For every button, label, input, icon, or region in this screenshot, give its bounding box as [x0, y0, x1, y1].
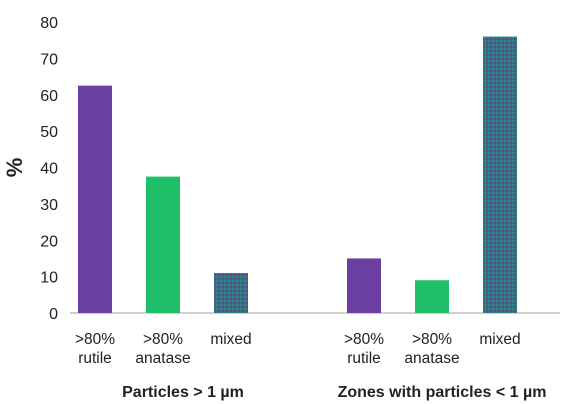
- y-tick-label-60: 60: [40, 88, 58, 105]
- y-tick-label-30: 30: [40, 197, 58, 214]
- y-tick-label-20: 20: [40, 233, 58, 250]
- y-tick-label-0: 0: [49, 306, 58, 323]
- bar-2-1: [347, 258, 381, 313]
- category-label-1-1-line1: >80%: [75, 331, 115, 348]
- axes: % 0 10 20 30 40 50 60 70 80: [2, 15, 560, 323]
- y-tick-label-80: 80: [40, 15, 58, 32]
- bar-1-3: [214, 272, 248, 313]
- group-label-2: Zones with particles < 1 µm: [338, 384, 547, 401]
- bar-2-2: [415, 280, 449, 313]
- labels: >80% rutile >80% anatase mixed Particles > 1 …: [75, 331, 546, 401]
- group-label-1: Particles > 1 µm: [122, 384, 244, 401]
- y-tick-label-70: 70: [40, 51, 58, 68]
- category-label-2-1-line2: rutile: [347, 350, 381, 367]
- category-label-1-3-line1: mixed: [210, 331, 251, 348]
- category-label-2-2-line1: >80%: [412, 331, 452, 348]
- category-label-2-2-line2: anatase: [404, 350, 459, 367]
- y-tick-label-50: 50: [40, 124, 58, 141]
- category-label-1-1-line2: rutile: [78, 350, 112, 367]
- category-label-2-1-line1: >80%: [344, 331, 384, 348]
- bar-1-1: [78, 85, 112, 313]
- category-label-1-2-line1: >80%: [143, 331, 183, 348]
- category-label-2-3-line1: mixed: [479, 331, 520, 348]
- bar-2-3: [483, 36, 517, 314]
- bar-1-2: [146, 176, 180, 313]
- y-tick-label-10: 10: [40, 270, 58, 287]
- category-label-1-2-line2: anatase: [135, 350, 190, 367]
- y-tick-label-40: 40: [40, 161, 58, 178]
- bars: [78, 36, 517, 314]
- y-axis-label: %: [2, 158, 27, 178]
